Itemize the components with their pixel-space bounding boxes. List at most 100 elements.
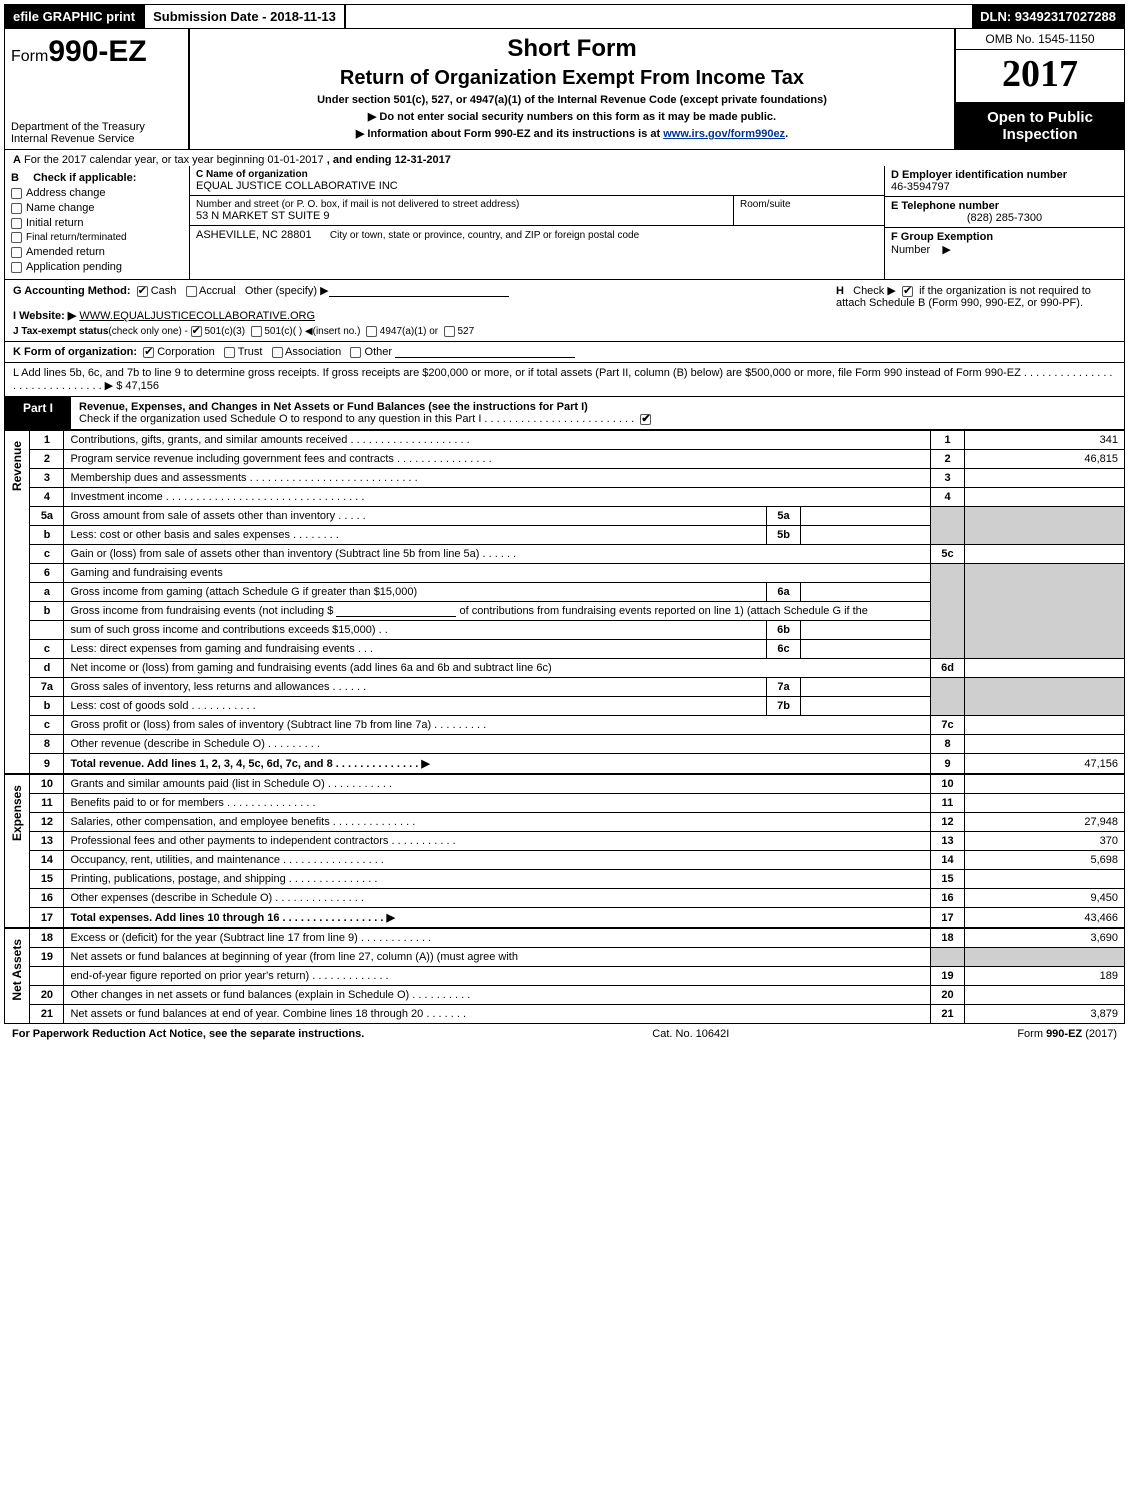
city-label: City or town, state or province, country… bbox=[330, 230, 639, 241]
instr2-pre: ▶ Information about Form 990-EZ and its … bbox=[356, 128, 663, 140]
form-prefix: Form bbox=[11, 48, 48, 65]
column-C-org: C Name of organization EQUAL JUSTICE COL… bbox=[190, 166, 884, 279]
J-small: (check only one) - bbox=[108, 326, 190, 337]
table-row: dNet income or (loss) from gaming and fu… bbox=[30, 659, 1125, 678]
footer-right-pre: Form bbox=[1017, 1028, 1046, 1040]
checkbox-schedO-icon[interactable] bbox=[640, 414, 651, 425]
table-row: end-of-year figure reported on prior yea… bbox=[30, 967, 1125, 986]
revenue-table: 1Contributions, gifts, grants, and simil… bbox=[29, 430, 1125, 774]
org-street-cell: Number and street (or P. O. box, if mail… bbox=[190, 196, 734, 225]
dln-number: DLN: 93492317027288 bbox=[972, 5, 1124, 28]
footer-right: Form 990-EZ (2017) bbox=[1017, 1028, 1117, 1040]
ein-box: D Employer identification number 46-3594… bbox=[885, 166, 1124, 197]
I-website: I Website: ▶ WWW.EQUALJUSTICECOLLABORATI… bbox=[13, 309, 796, 322]
check-initial-return[interactable]: Initial return bbox=[11, 217, 183, 229]
street-value: 53 N MARKET ST SUITE 9 bbox=[196, 210, 727, 222]
l6b-input[interactable] bbox=[336, 605, 456, 617]
checkbox-accrual-icon[interactable] bbox=[186, 286, 197, 297]
omb-number: OMB No. 1545-1150 bbox=[956, 29, 1124, 50]
dept-treasury: Department of the Treasury bbox=[11, 121, 182, 133]
line-A-post: , and ending 12-31-2017 bbox=[327, 154, 451, 166]
checkbox-icon[interactable] bbox=[11, 218, 22, 229]
checkbox-assoc-icon[interactable] bbox=[272, 347, 283, 358]
checkbox-H-icon[interactable] bbox=[902, 286, 913, 297]
l9-desc: Total revenue. Add lines 1, 2, 3, 4, 5c,… bbox=[70, 758, 429, 770]
checkbox-501c-icon[interactable] bbox=[251, 326, 262, 337]
table-row: 20Other changes in net assets or fund ba… bbox=[30, 986, 1125, 1005]
header-center: Short Form Return of Organization Exempt… bbox=[190, 29, 954, 149]
part-I-header: Part I Revenue, Expenses, and Changes in… bbox=[4, 397, 1125, 430]
K-corp: Corporation bbox=[157, 346, 214, 358]
checkbox-icon[interactable] bbox=[11, 188, 22, 199]
checkbox-501c3-icon[interactable] bbox=[191, 326, 202, 337]
G-other-input[interactable] bbox=[329, 285, 509, 297]
form-header: Form990-EZ Department of the Treasury In… bbox=[4, 29, 1125, 150]
check-amended[interactable]: Amended return bbox=[11, 246, 183, 258]
expenses-table: 10Grants and similar amounts paid (list … bbox=[29, 774, 1125, 928]
table-row: 7aGross sales of inventory, less returns… bbox=[30, 678, 1125, 697]
check-final-return[interactable]: Final return/terminated bbox=[11, 232, 183, 243]
F-arrow-icon: ▶ bbox=[942, 244, 950, 256]
part-I-desc: Revenue, Expenses, and Changes in Net As… bbox=[71, 397, 1124, 429]
tax-year: 2017 bbox=[956, 50, 1124, 103]
part-I-title: Revenue, Expenses, and Changes in Net As… bbox=[79, 401, 588, 413]
l6b-post: of contributions from fundraising events… bbox=[456, 605, 868, 617]
K-assoc: Association bbox=[285, 346, 341, 358]
K-other-input[interactable] bbox=[395, 346, 575, 358]
subtitle: Under section 501(c), 527, or 4947(a)(1)… bbox=[200, 94, 944, 106]
footer-cat-no: Cat. No. 10642I bbox=[652, 1028, 729, 1040]
checkbox-icon[interactable] bbox=[11, 262, 22, 273]
G-accrual: Accrual bbox=[199, 285, 236, 297]
H-pre: Check ▶ bbox=[853, 285, 896, 297]
lbl-final-return: Final return/terminated bbox=[26, 232, 127, 243]
checkbox-icon[interactable] bbox=[11, 203, 22, 214]
open-pub-1: Open to Public bbox=[960, 109, 1120, 126]
check-app-pending[interactable]: Application pending bbox=[11, 261, 183, 273]
org-name-value: EQUAL JUSTICE COLLABORATIVE INC bbox=[196, 180, 878, 192]
footer-right-post: (2017) bbox=[1082, 1028, 1117, 1040]
expenses-section: Expenses 10Grants and similar amounts pa… bbox=[4, 774, 1125, 928]
checkbox-trust-icon[interactable] bbox=[224, 347, 235, 358]
checkbox-icon[interactable] bbox=[11, 247, 22, 258]
ein-value: 46-3594797 bbox=[891, 181, 1118, 193]
L-value: 47,156 bbox=[125, 380, 159, 392]
G-cash: Cash bbox=[151, 285, 177, 297]
table-row: 16Other expenses (describe in Schedule O… bbox=[30, 889, 1125, 908]
B-label-text: Check if applicable: bbox=[33, 172, 136, 184]
table-row: 19Net assets or fund balances at beginni… bbox=[30, 948, 1125, 967]
checkbox-4947-icon[interactable] bbox=[366, 326, 377, 337]
telephone-value: (828) 285-7300 bbox=[891, 212, 1118, 224]
checkbox-527-icon[interactable] bbox=[444, 326, 455, 337]
website-value[interactable]: WWW.EQUALJUSTICECOLLABORATIVE.ORG bbox=[79, 310, 315, 322]
part-I-tag: Part I bbox=[5, 397, 71, 429]
J-501c3: 501(c)(3) bbox=[204, 326, 245, 337]
group-exemption-box: F Group Exemption Number ▶ bbox=[885, 228, 1124, 259]
table-row: 5aGross amount from sale of assets other… bbox=[30, 507, 1125, 526]
lbl-initial-return: Initial return bbox=[26, 217, 83, 229]
lbl-name-change: Name change bbox=[26, 202, 95, 214]
form-page: efile GRAPHIC print Submission Date - 20… bbox=[0, 0, 1129, 1048]
check-address-change[interactable]: Address change bbox=[11, 187, 183, 199]
lbl-amended: Amended return bbox=[26, 246, 105, 258]
L-text: L Add lines 5b, 6c, and 7b to line 9 to … bbox=[13, 367, 1113, 392]
F-label2: Number bbox=[891, 244, 930, 256]
lbl-app-pending: Application pending bbox=[26, 261, 122, 273]
irs-link[interactable]: www.irs.gov/form990ez bbox=[663, 128, 785, 140]
K-other: Other bbox=[365, 346, 393, 358]
C-label: C Name of organization bbox=[196, 169, 308, 180]
table-row: 17Total expenses. Add lines 10 through 1… bbox=[30, 908, 1125, 928]
column-DEF: D Employer identification number 46-3594… bbox=[884, 166, 1124, 279]
efile-print-label[interactable]: efile GRAPHIC print bbox=[5, 5, 143, 28]
room-suite-cell: Room/suite bbox=[734, 196, 884, 225]
table-row: 3Membership dues and assessments . . . .… bbox=[30, 469, 1125, 488]
instruction-line-1: ▶ Do not enter social security numbers o… bbox=[200, 110, 944, 123]
l17-desc: Total expenses. Add lines 10 through 16 … bbox=[70, 912, 394, 924]
checkbox-icon[interactable] bbox=[11, 232, 22, 243]
open-pub-2: Inspection bbox=[960, 126, 1120, 143]
checkbox-corp-icon[interactable] bbox=[143, 347, 154, 358]
checkbox-cash-icon[interactable] bbox=[137, 286, 148, 297]
B-label: B Check if applicable: bbox=[11, 172, 183, 184]
check-name-change[interactable]: Name change bbox=[11, 202, 183, 214]
form-990ez-label: 990-EZ bbox=[48, 35, 146, 68]
checkbox-other-icon[interactable] bbox=[350, 347, 361, 358]
